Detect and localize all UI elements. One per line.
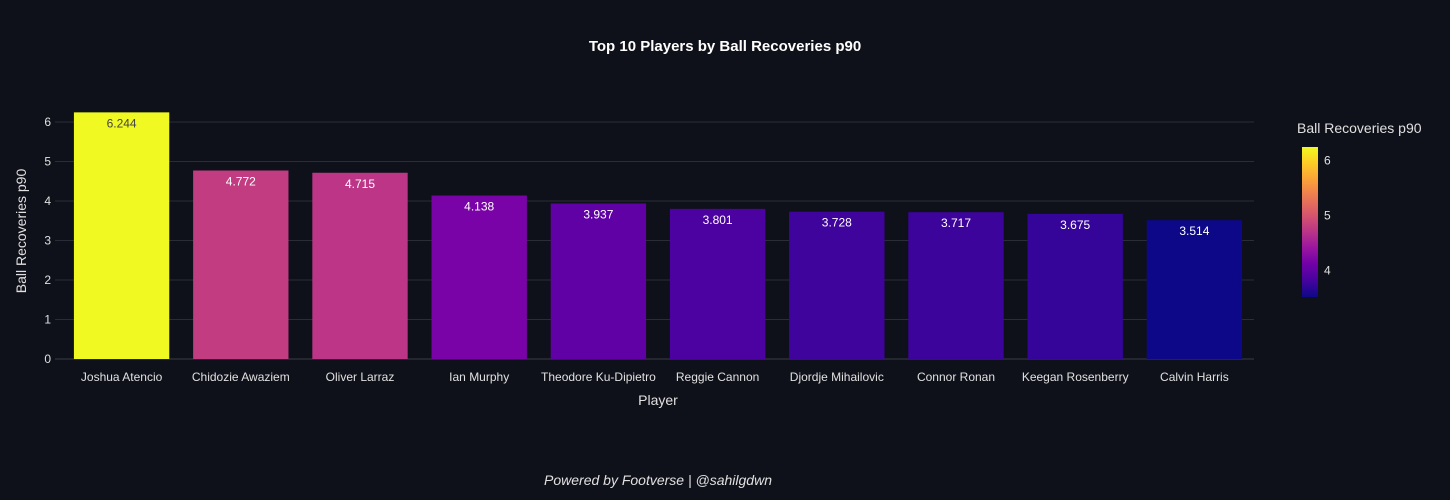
- bar-value-label: 3.937: [583, 207, 613, 221]
- bar[interactable]: [312, 172, 408, 359]
- x-tick-label: Keegan Rosenberry: [1022, 370, 1129, 384]
- y-tick-label: 3: [44, 234, 51, 248]
- chart-title: Top 10 Players by Ball Recoveries p90: [589, 38, 861, 55]
- bar-value-label: 4.138: [464, 200, 494, 214]
- bar-value-label: 3.728: [822, 216, 852, 230]
- bar[interactable]: [1146, 220, 1243, 359]
- bar[interactable]: [1027, 213, 1123, 359]
- colorbar-tick-label: 4: [1324, 263, 1331, 277]
- y-tick-label: 5: [44, 155, 51, 169]
- bar[interactable]: [73, 112, 170, 359]
- y-tick-label: 1: [44, 313, 51, 327]
- y-tick-label: 6: [44, 115, 51, 129]
- bar-value-label: 4.715: [345, 177, 375, 191]
- x-tick-label: Chidozie Awaziem: [192, 370, 290, 384]
- x-tick-label: Calvin Harris: [1160, 370, 1229, 384]
- colorbar-title: Ball Recoveries p90: [1297, 120, 1422, 136]
- x-tick-label: Oliver Larraz: [326, 370, 395, 384]
- bar-value-label: 4.772: [226, 175, 256, 189]
- bar[interactable]: [789, 211, 885, 359]
- colorbar-tick-label: 5: [1324, 208, 1331, 222]
- bar[interactable]: [431, 195, 527, 359]
- footer-credit: Powered by Footverse | @sahilgdwn: [544, 472, 772, 488]
- bar-value-label: 6.244: [107, 116, 137, 130]
- colorbar-tick-label: 6: [1324, 153, 1331, 167]
- colorbar: [1302, 147, 1318, 297]
- bar[interactable]: [193, 170, 289, 359]
- bar[interactable]: [550, 203, 647, 359]
- bar[interactable]: [669, 208, 766, 359]
- y-tick-label: 4: [44, 194, 51, 208]
- y-tick-label: 0: [44, 352, 51, 366]
- x-tick-label: Djordje Mihailovic: [790, 370, 884, 384]
- x-tick-label: Joshua Atencio: [81, 370, 163, 384]
- x-tick-label: Reggie Cannon: [676, 370, 759, 384]
- bar-value-label: 3.717: [941, 216, 971, 230]
- bar-value-label: 3.514: [1179, 224, 1209, 238]
- y-tick-label: 2: [44, 273, 51, 287]
- y-axis-label: Ball Recoveries p90: [13, 169, 29, 294]
- x-tick-label: Ian Murphy: [449, 370, 509, 384]
- bar[interactable]: [908, 212, 1004, 359]
- x-tick-label: Theodore Ku-Dipietro: [541, 370, 656, 384]
- x-axis-label: Player: [638, 392, 678, 408]
- bar-value-label: 3.675: [1060, 218, 1090, 232]
- x-tick-label: Connor Ronan: [917, 370, 995, 384]
- bar-value-label: 3.801: [703, 213, 733, 227]
